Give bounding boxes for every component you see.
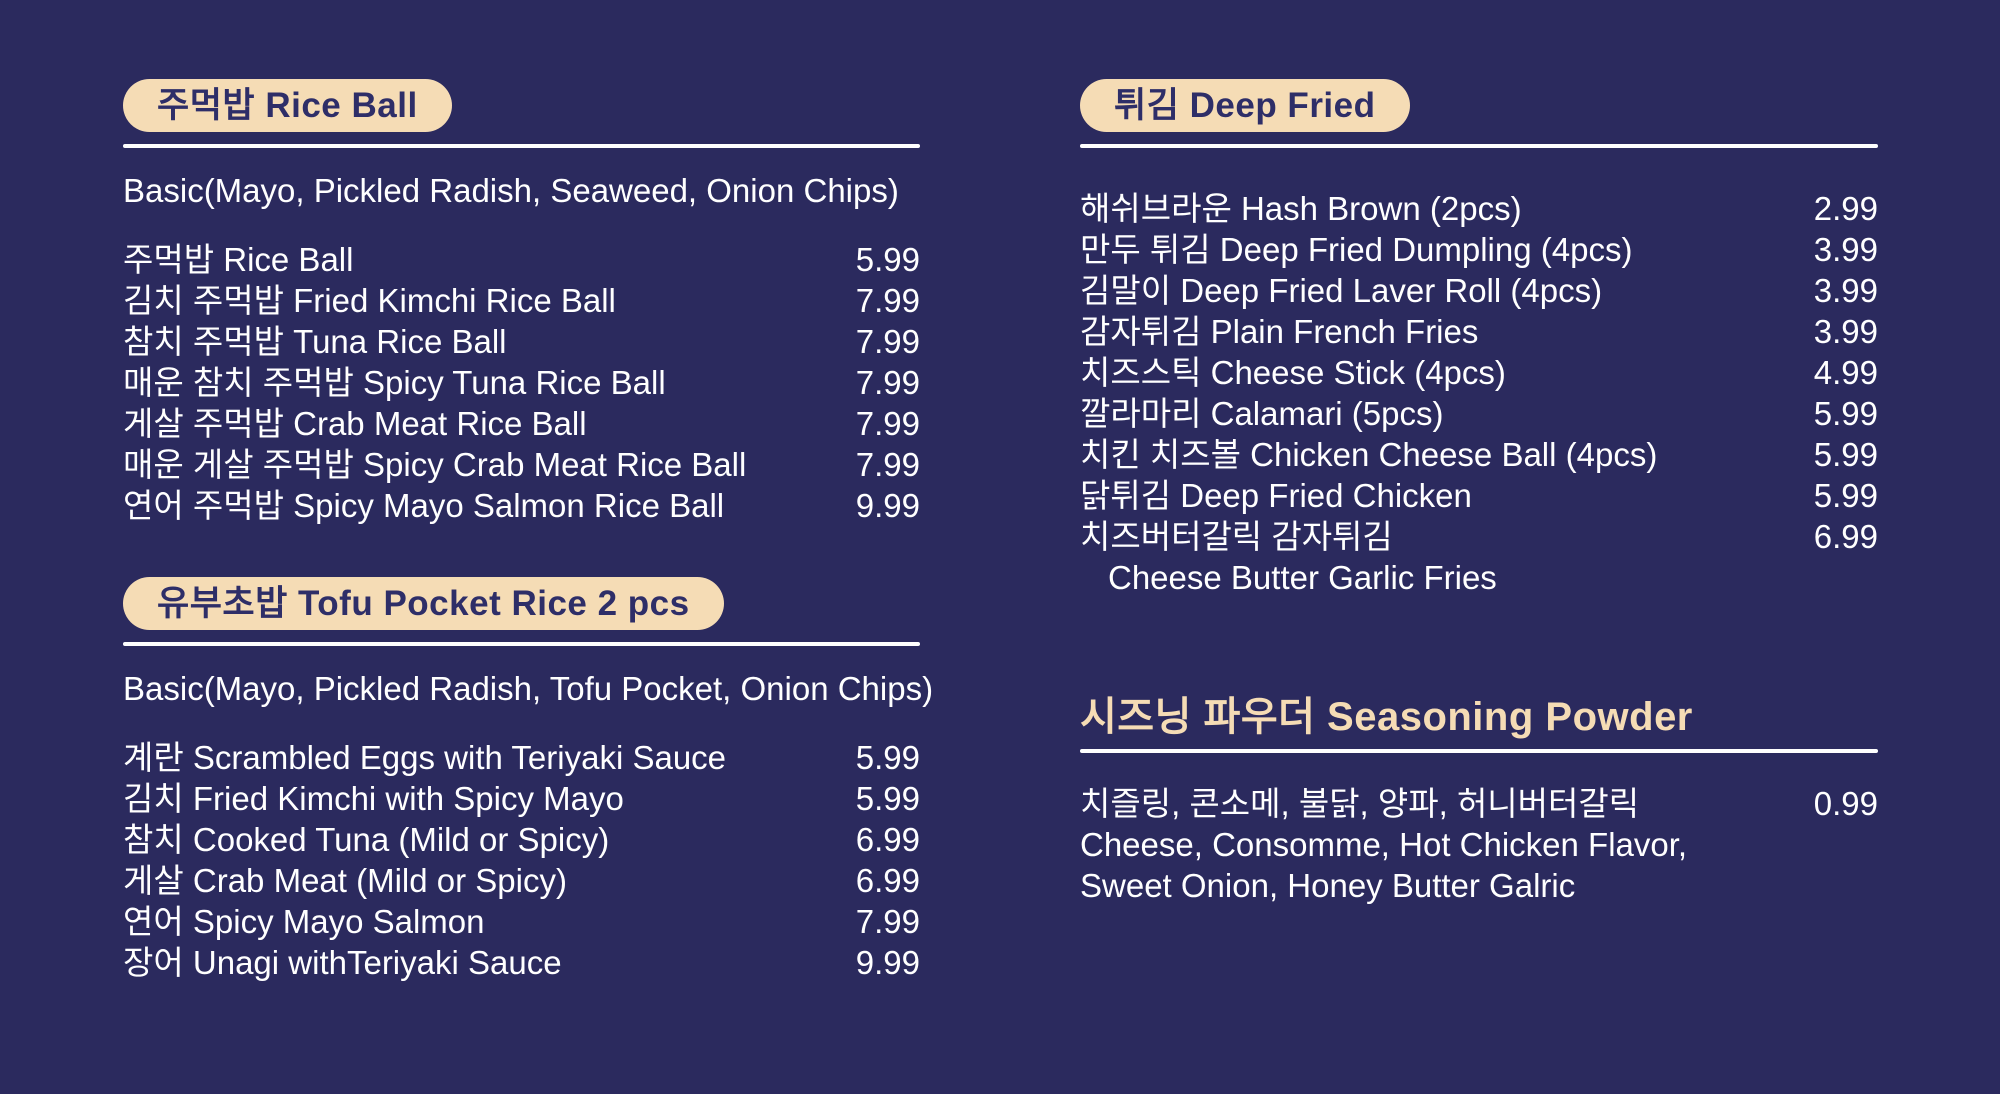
section-title: 주먹밥 Rice Ball	[157, 86, 418, 125]
menu-item-name: 김치 주먹밥 Fried Kimchi Rice Ball	[123, 282, 616, 319]
section-deep-fried: 튀김 Deep Fried 해쉬브라운 Hash Brown (2pcs) 2.…	[1080, 79, 1878, 598]
menu-item-row: 참치 주먹밥 Tuna Rice Ball 7.99	[123, 321, 920, 362]
section-title: 시즈닝 파우더 Seasoning Powder	[1080, 695, 1693, 739]
menu-item-name: 치즈스틱 Cheese Stick (4pcs)	[1080, 354, 1506, 391]
menu-item-price: 9.99	[855, 944, 920, 981]
section-title: 튀김 Deep Fried	[1114, 86, 1376, 125]
section-divider	[123, 642, 920, 646]
menu-item-row: 만두 튀김 Deep Fried Dumpling (4pcs) 3.99	[1080, 229, 1878, 270]
menu-item-price: 7.99	[855, 323, 920, 360]
menu-item-price: 3.99	[1813, 272, 1878, 309]
menu-item-price: 7.99	[855, 405, 920, 442]
section-header-pill: 튀김 Deep Fried	[1080, 79, 1410, 132]
menu-item-row: 연어 Spicy Mayo Salmon 7.99	[123, 901, 920, 942]
section-tofu-pocket: 유부초밥 Tofu Pocket Rice 2 pcs Basic(Mayo, …	[123, 577, 934, 983]
menu-item-name: 게살 주먹밥 Crab Meat Rice Ball	[123, 405, 587, 442]
menu-item-row: 김말이 Deep Fried Laver Roll (4pcs) 3.99	[1080, 270, 1878, 311]
menu-item-price: 6.99	[855, 821, 920, 858]
menu-item-name: 주먹밥 Rice Ball	[123, 241, 354, 278]
menu-item-subtext: Cheese, Consomme, Hot Chicken Flavor, Sw…	[1080, 826, 1688, 904]
menu-item-price: 5.99	[855, 780, 920, 817]
menu-item-list: 계란 Scrambled Eggs with Teriyaki Sauce 5.…	[123, 737, 920, 983]
menu-item-name: 매운 게살 주먹밥 Spicy Crab Meat Rice Ball	[123, 446, 747, 483]
menu-item-price: 6.99	[1813, 518, 1878, 555]
menu-item-name: 치즈버터갈릭 감자튀김	[1080, 518, 1393, 555]
menu-item-row: 치즈버터갈릭 감자튀김 6.99	[1080, 516, 1878, 557]
menu-item-row: 치즐링, 콘소메, 불닭, 양파, 허니버터갈릭 0.99	[1080, 783, 1878, 824]
menu-item-name: 김말이 Deep Fried Laver Roll (4pcs)	[1080, 272, 1603, 309]
menu-item-row: 김치 주먹밥 Fried Kimchi Rice Ball 7.99	[123, 280, 920, 321]
menu-item-name: 만두 튀김 Deep Fried Dumpling (4pcs)	[1080, 231, 1633, 268]
menu-item-list: 치즐링, 콘소메, 불닭, 양파, 허니버터갈릭 0.99 Cheese, Co…	[1080, 783, 1878, 906]
menu-item-row: 게살 주먹밥 Crab Meat Rice Ball 7.99	[123, 403, 920, 444]
menu-item-row: 매운 게살 주먹밥 Spicy Crab Meat Rice Ball 7.99	[123, 444, 920, 485]
menu-item-price: 7.99	[855, 282, 920, 319]
menu-item-price: 7.99	[855, 364, 920, 401]
menu-item-name: 참치 주먹밥 Tuna Rice Ball	[123, 323, 507, 360]
menu-item-name: 계란 Scrambled Eggs with Teriyaki Sauce	[123, 739, 727, 776]
menu-item-name: 치즐링, 콘소메, 불닭, 양파, 허니버터갈릭	[1080, 785, 1640, 822]
menu-item-price: 7.99	[855, 446, 920, 483]
menu-item-name: 매운 참치 주먹밥 Spicy Tuna Rice Ball	[123, 364, 666, 401]
menu-item-name: 닭튀김 Deep Fried Chicken	[1080, 477, 1472, 514]
menu-item-price: 5.99	[1813, 436, 1878, 473]
menu-item-subtext: Cheese Butter Garlic Fries	[1108, 559, 1497, 596]
menu-item-price: 6.99	[855, 862, 920, 899]
section-rice-ball: 주먹밥 Rice Ball Basic(Mayo, Pickled Radish…	[123, 79, 920, 526]
section-header-pill: 주먹밥 Rice Ball	[123, 79, 452, 132]
menu-item-price: 4.99	[1813, 354, 1878, 391]
menu-item-price: 9.99	[855, 487, 920, 524]
menu-item-name: 깔라마리 Calamari (5pcs)	[1080, 395, 1444, 432]
section-divider	[123, 144, 920, 148]
menu-item-name: 게살 Crab Meat (Mild or Spicy)	[123, 862, 567, 899]
menu-item-name: 참치 Cooked Tuna (Mild or Spicy)	[123, 821, 610, 858]
menu-item-price: 3.99	[1813, 231, 1878, 268]
menu-item-name: 장어 Unagi withTeriyaki Sauce	[123, 944, 562, 981]
menu-item-row: 장어 Unagi withTeriyaki Sauce 9.99	[123, 942, 920, 983]
menu-item-price: 5.99	[1813, 477, 1878, 514]
menu-item-row: 치킨 치즈볼 Chicken Cheese Ball (4pcs) 5.99	[1080, 434, 1878, 475]
menu-item-price: 2.99	[1813, 190, 1878, 227]
menu-item-list: 주먹밥 Rice Ball 5.99 김치 주먹밥 Fried Kimchi R…	[123, 239, 920, 526]
menu-item-name: 치킨 치즈볼 Chicken Cheese Ball (4pcs)	[1080, 436, 1658, 473]
section-note: Basic(Mayo, Pickled Radish, Tofu Pocket,…	[123, 670, 934, 707]
section-title: 유부초밥 Tofu Pocket Rice 2 pcs	[157, 584, 690, 623]
menu-item-row: 연어 주먹밥 Spicy Mayo Salmon Rice Ball 9.99	[123, 485, 920, 526]
menu-item-row: 참치 Cooked Tuna (Mild or Spicy) 6.99	[123, 819, 920, 860]
menu-item-name: 해쉬브라운 Hash Brown (2pcs)	[1080, 190, 1522, 227]
menu-item-price: 7.99	[855, 903, 920, 940]
menu-item-row: 주먹밥 Rice Ball 5.99	[123, 239, 920, 280]
menu-item-row: 게살 Crab Meat (Mild or Spicy) 6.99	[123, 860, 920, 901]
menu-item-name: 감자튀김 Plain French Fries	[1080, 313, 1479, 350]
menu-item-row: 계란 Scrambled Eggs with Teriyaki Sauce 5.…	[123, 737, 920, 778]
menu-item-row: 김치 Fried Kimchi with Spicy Mayo 5.99	[123, 778, 920, 819]
menu-item-name: 김치 Fried Kimchi with Spicy Mayo	[123, 780, 624, 817]
menu-item-price: 0.99	[1813, 785, 1878, 822]
menu-item-list: 해쉬브라운 Hash Brown (2pcs) 2.99 만두 튀김 Deep …	[1080, 188, 1878, 598]
section-seasoning-powder: 시즈닝 파우더 Seasoning Powder 치즐링, 콘소메, 불닭, 양…	[1080, 694, 1878, 906]
menu-item-price: 5.99	[1813, 395, 1878, 432]
menu-item-name: 연어 주먹밥 Spicy Mayo Salmon Rice Ball	[123, 487, 725, 524]
menu-item-row: 치즈스틱 Cheese Stick (4pcs) 4.99	[1080, 352, 1878, 393]
section-divider	[1080, 144, 1878, 148]
menu-item-name: 연어 Spicy Mayo Salmon	[123, 903, 485, 940]
menu-item-price: 5.99	[855, 739, 920, 776]
section-divider	[1080, 749, 1878, 753]
menu-item-row: 감자튀김 Plain French Fries 3.99	[1080, 311, 1878, 352]
menu-item-price: 5.99	[855, 241, 920, 278]
menu-item-row: 깔라마리 Calamari (5pcs) 5.99	[1080, 393, 1878, 434]
menu-item-row: 해쉬브라운 Hash Brown (2pcs) 2.99	[1080, 188, 1878, 229]
section-note: Basic(Mayo, Pickled Radish, Seaweed, Oni…	[123, 172, 899, 209]
section-header-pill: 유부초밥 Tofu Pocket Rice 2 pcs	[123, 577, 724, 630]
menu-item-price: 3.99	[1813, 313, 1878, 350]
menu-item-row: 닭튀김 Deep Fried Chicken 5.99	[1080, 475, 1878, 516]
menu-item-row: 매운 참치 주먹밥 Spicy Tuna Rice Ball 7.99	[123, 362, 920, 403]
